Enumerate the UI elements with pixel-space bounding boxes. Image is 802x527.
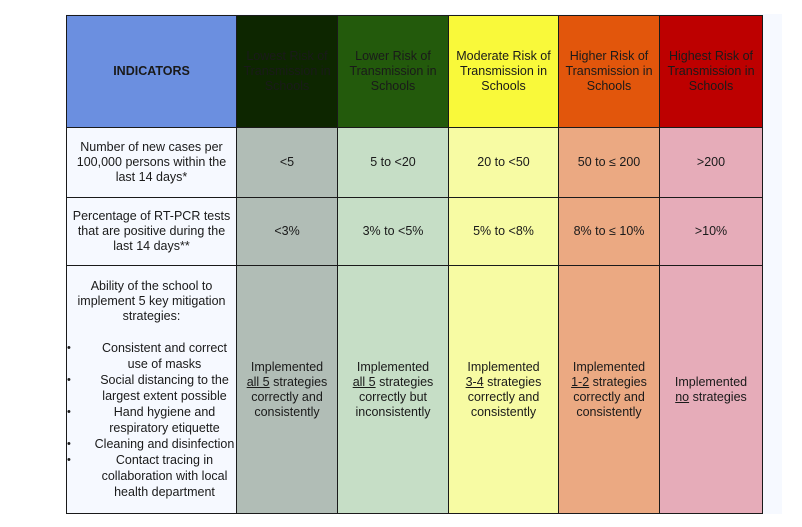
bullet-icon: • <box>67 406 71 418</box>
value-cell: Implemented no strategies <box>659 265 763 514</box>
value-cell: Implemented 1-2 strategies correctly and… <box>558 265 660 514</box>
table-row-new-cases: Number of new cases per 100,000 persons … <box>66 127 763 198</box>
value-cell: >10% <box>659 197 763 266</box>
list-item: • Social distancing to the largest extent… <box>67 373 229 403</box>
value-cell: 8% to ≤ 10% <box>558 197 660 266</box>
header-lower-risk: Lower Risk of Transmission in Schools <box>337 15 449 128</box>
header-higher-risk: Higher Risk of Transmission in Schools <box>558 15 660 128</box>
header-row: INDICATORS Lowest Risk of Transmission i… <box>66 15 763 128</box>
indicators-header: INDICATORS <box>66 15 237 128</box>
emphasis-text: all 5 <box>352 375 376 389</box>
value-cell: 5 to <20 <box>337 127 449 198</box>
value-cell: 5% to <8% <box>448 197 559 266</box>
bullet-icon: • <box>67 342 71 354</box>
bullet-icon: • <box>67 374 71 386</box>
list-item: • Cleaning and disinfection <box>67 437 235 451</box>
value-cell: Implemented all 5 strategies correctly a… <box>236 265 338 514</box>
strategy-list: • Consistent and correct use of masks • So… <box>67 340 236 500</box>
header-highest-risk: Highest Risk of Transmission in Schools <box>659 15 763 128</box>
emphasis-text: all 5 <box>246 375 270 389</box>
value-cell: 3% to <5% <box>337 197 449 266</box>
list-item: • Contact tracing in collaboration with l… <box>67 453 228 499</box>
value-cell: Implemented all 5 strategies correctly b… <box>337 265 449 514</box>
value-cell: <5 <box>236 127 338 198</box>
header-moderate-risk: Moderate Risk of Transmission in Schools <box>448 15 559 128</box>
emphasis-text: 3-4 <box>465 375 484 389</box>
indicator-new-cases: Number of new cases per 100,000 persons … <box>66 127 237 198</box>
table-row-positivity: Percentage of RT-PCR tests that are posi… <box>66 197 763 266</box>
value-cell: 50 to ≤ 200 <box>558 127 660 198</box>
value-cell: Implemented 3-4 strategies correctly and… <box>448 265 559 514</box>
value-cell: >200 <box>659 127 763 198</box>
indicator-test-positivity: Percentage of RT-PCR tests that are posi… <box>66 197 237 266</box>
value-cell: 20 to <50 <box>448 127 559 198</box>
list-item: • Hand hygiene and respiratory etiquette <box>67 405 220 435</box>
header-lowest-risk: Lowest Risk of Transmission in Schools <box>236 15 338 128</box>
school-risk-indicators-table: INDICATORS Lowest Risk of Transmission i… <box>66 15 763 514</box>
bullet-icon: • <box>67 454 71 466</box>
table-row-mitigation: Ability of the school to implement 5 key… <box>66 265 763 514</box>
indicator-mitigation: Ability of the school to implement 5 key… <box>66 265 237 514</box>
mitigation-intro: Ability of the school to implement 5 key… <box>77 279 226 323</box>
emphasis-text: no <box>675 390 690 404</box>
value-cell: <3% <box>236 197 338 266</box>
emphasis-text: 1-2 <box>571 375 590 389</box>
list-item: • Consistent and correct use of masks <box>67 341 228 371</box>
bullet-icon: • <box>67 438 71 450</box>
